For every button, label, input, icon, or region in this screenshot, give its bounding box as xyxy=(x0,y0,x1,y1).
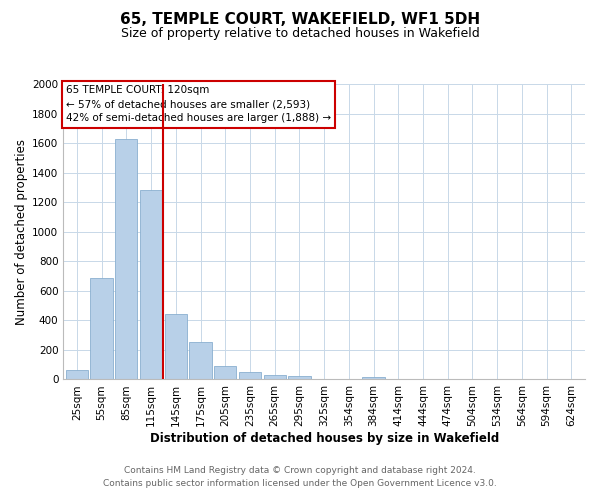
Y-axis label: Number of detached properties: Number of detached properties xyxy=(15,138,28,324)
Bar xyxy=(362,377,385,380)
Bar xyxy=(140,190,162,380)
Bar xyxy=(115,138,137,380)
Bar xyxy=(190,342,212,380)
Text: 65, TEMPLE COURT, WAKEFIELD, WF1 5DH: 65, TEMPLE COURT, WAKEFIELD, WF1 5DH xyxy=(120,12,480,28)
Bar xyxy=(239,372,261,380)
Bar xyxy=(91,278,113,380)
Bar xyxy=(66,370,88,380)
Bar xyxy=(214,366,236,380)
Bar xyxy=(164,314,187,380)
Text: 65 TEMPLE COURT: 120sqm
← 57% of detached houses are smaller (2,593)
42% of semi: 65 TEMPLE COURT: 120sqm ← 57% of detache… xyxy=(66,86,331,124)
Text: Size of property relative to detached houses in Wakefield: Size of property relative to detached ho… xyxy=(121,28,479,40)
X-axis label: Distribution of detached houses by size in Wakefield: Distribution of detached houses by size … xyxy=(149,432,499,445)
Bar xyxy=(263,375,286,380)
Bar xyxy=(288,376,311,380)
Text: Contains HM Land Registry data © Crown copyright and database right 2024.
Contai: Contains HM Land Registry data © Crown c… xyxy=(103,466,497,487)
